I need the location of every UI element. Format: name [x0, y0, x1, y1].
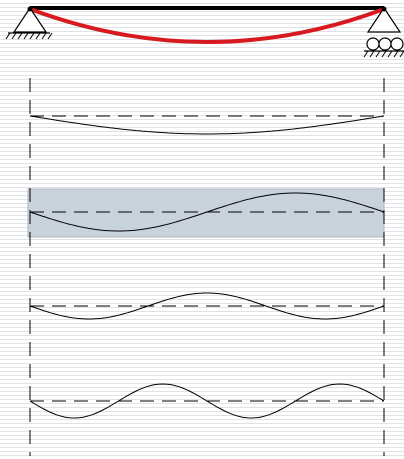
- mode-3: [29, 292, 385, 320]
- mode-2-curve: [29, 192, 385, 232]
- mode-1: [29, 115, 385, 135]
- mode-2: [29, 192, 385, 232]
- mode-4-curve: [29, 383, 385, 419]
- roller-support-icon: [363, 6, 404, 58]
- mode-1-curve: [29, 115, 385, 135]
- mode-4: [29, 383, 385, 419]
- deflection-curve: [29, 7, 385, 44]
- pin-support-icon: [5, 6, 53, 40]
- highlight-band[interactable]: [27, 188, 385, 238]
- mode-3-curve: [29, 292, 385, 320]
